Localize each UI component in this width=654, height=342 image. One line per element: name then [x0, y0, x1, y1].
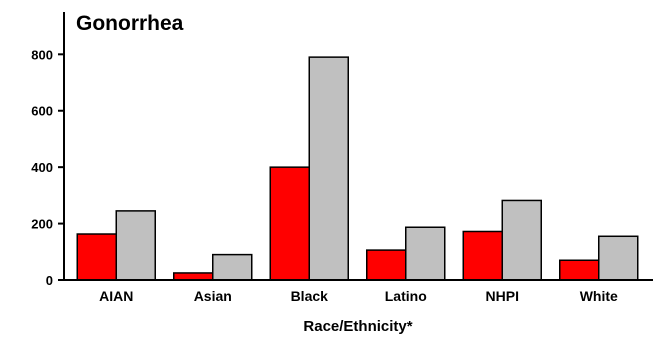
- y-tick-label-600: 600: [31, 104, 53, 119]
- x-tick-label-black: Black: [291, 288, 329, 304]
- bar-aian-series-1: [76, 233, 117, 281]
- bar-nhpi-series-1: [462, 230, 503, 281]
- bar-aian-series-2: [115, 210, 156, 281]
- bar-white-series-1: [559, 259, 600, 281]
- x-axis-category-labels: AIAN Asian Black Latino NHPI White: [99, 288, 618, 304]
- x-tick-label-aian: AIAN: [99, 288, 133, 304]
- x-tick-label-white: White: [580, 288, 618, 304]
- bars-group: [76, 56, 639, 281]
- y-axis-ticks: 0 200 400 600 800: [31, 47, 64, 288]
- bar-nhpi-series-2: [501, 199, 542, 281]
- bar-latino-series-2: [405, 226, 446, 281]
- x-axis-title: Race/Ethnicity*: [303, 318, 412, 335]
- bar-black-series-1: [269, 166, 310, 281]
- y-tick-label-400: 400: [31, 160, 53, 175]
- bar-white-series-2: [598, 235, 639, 281]
- bar-asian-series-2: [212, 253, 253, 281]
- bar-asian-series-1: [173, 272, 214, 281]
- bar-black-series-2: [308, 56, 349, 281]
- x-tick-label-nhpi: NHPI: [486, 288, 519, 304]
- y-tick-label-0: 0: [46, 273, 53, 288]
- chart-title: Gonorrhea: [76, 12, 184, 35]
- x-tick-label-asian: Asian: [194, 288, 232, 304]
- y-tick-label-200: 200: [31, 217, 53, 232]
- y-tick-label-800: 800: [31, 47, 53, 62]
- bar-latino-series-1: [366, 249, 407, 281]
- x-tick-label-latino: Latino: [385, 288, 427, 304]
